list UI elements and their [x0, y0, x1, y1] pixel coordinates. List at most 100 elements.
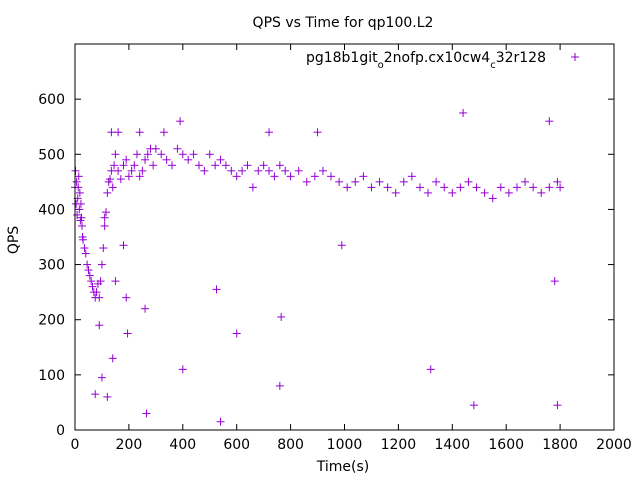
data-point — [85, 271, 94, 280]
data-point — [216, 155, 225, 164]
x-tick-label: 200 — [116, 437, 143, 453]
data-point — [550, 277, 559, 286]
data-point — [178, 365, 187, 374]
x-tick-label: 800 — [277, 437, 304, 453]
data-point — [313, 128, 322, 137]
data-point — [359, 172, 368, 181]
data-point — [143, 150, 152, 159]
legend-label-part: pg18b1git — [306, 50, 378, 66]
data-point — [335, 177, 344, 186]
data-point — [227, 166, 236, 175]
data-point — [157, 150, 166, 159]
y-tick-label: 600 — [38, 92, 65, 108]
data-point — [221, 161, 230, 170]
data-point — [337, 241, 346, 250]
data-point — [142, 409, 151, 418]
data-point — [277, 312, 286, 321]
data-point — [71, 166, 80, 175]
y-axis-label-group: QPS — [6, 226, 22, 254]
data-point — [73, 210, 82, 219]
data-point — [512, 183, 521, 192]
data-point — [275, 161, 284, 170]
plot-frame — [74, 43, 615, 431]
legend-label-part: c — [490, 60, 496, 71]
data-point — [99, 244, 108, 253]
data-point — [111, 150, 120, 159]
data-point — [72, 177, 81, 186]
data-point — [78, 221, 87, 230]
data-point — [553, 401, 562, 410]
data-point — [488, 194, 497, 203]
data-point — [504, 188, 513, 197]
data-point — [327, 172, 336, 181]
data-point — [464, 177, 473, 186]
data-point — [97, 260, 106, 269]
data-point — [343, 183, 352, 192]
x-tick-label: 1200 — [381, 437, 417, 453]
data-point — [391, 188, 400, 197]
data-point — [114, 128, 123, 137]
data-point — [553, 177, 562, 186]
data-point — [238, 166, 247, 175]
data-point — [91, 390, 100, 399]
x-tick-label: 1600 — [488, 437, 524, 453]
data-point — [456, 183, 465, 192]
data-point — [205, 150, 214, 159]
data-point — [556, 183, 565, 192]
data-point — [95, 293, 104, 302]
data-point — [74, 172, 83, 181]
x-tick-label: 2000 — [596, 437, 632, 453]
data-point — [75, 205, 84, 214]
data-point — [141, 155, 150, 164]
data-point — [375, 177, 384, 186]
data-point — [254, 166, 263, 175]
data-point — [100, 221, 109, 230]
data-point — [318, 166, 327, 175]
data-point — [97, 373, 106, 382]
data-point — [545, 117, 554, 126]
data-point — [248, 183, 257, 192]
data-point — [84, 266, 93, 275]
data-point — [232, 172, 241, 181]
data-point — [151, 144, 160, 153]
data-point — [96, 277, 105, 286]
data-point — [275, 381, 284, 390]
data-point — [184, 155, 193, 164]
data-point — [521, 177, 530, 186]
y-tick-label: 400 — [38, 202, 65, 218]
data-point — [448, 188, 457, 197]
x-tick-label: 1000 — [327, 437, 363, 453]
data-point — [200, 166, 209, 175]
data-point — [469, 401, 478, 410]
data-point — [116, 175, 125, 184]
data-point — [270, 172, 279, 181]
data-point — [415, 183, 424, 192]
data-point — [108, 183, 117, 192]
data-point — [108, 354, 117, 363]
data-point — [424, 188, 433, 197]
data-point — [216, 417, 225, 426]
data-point — [100, 213, 109, 222]
data-point — [367, 183, 376, 192]
y-tick-label: 200 — [38, 313, 65, 329]
y-tick-label: 100 — [38, 368, 65, 384]
data-point — [281, 166, 290, 175]
data-point — [83, 260, 92, 269]
data-point — [432, 177, 441, 186]
data-point — [92, 288, 101, 297]
data-point — [459, 108, 468, 117]
data-point — [383, 183, 392, 192]
data-point — [176, 117, 185, 126]
legend-label-part: 2nofp.cx10cw4 — [384, 50, 491, 66]
data-point — [101, 208, 110, 217]
data-point — [111, 277, 120, 286]
data-point — [173, 144, 182, 153]
data-point — [265, 166, 274, 175]
data-point — [127, 166, 136, 175]
data-point — [189, 150, 198, 159]
data-point — [107, 166, 116, 175]
data-point — [74, 183, 83, 192]
data-point — [135, 172, 144, 181]
data-point — [76, 199, 85, 208]
data-point — [123, 329, 132, 338]
